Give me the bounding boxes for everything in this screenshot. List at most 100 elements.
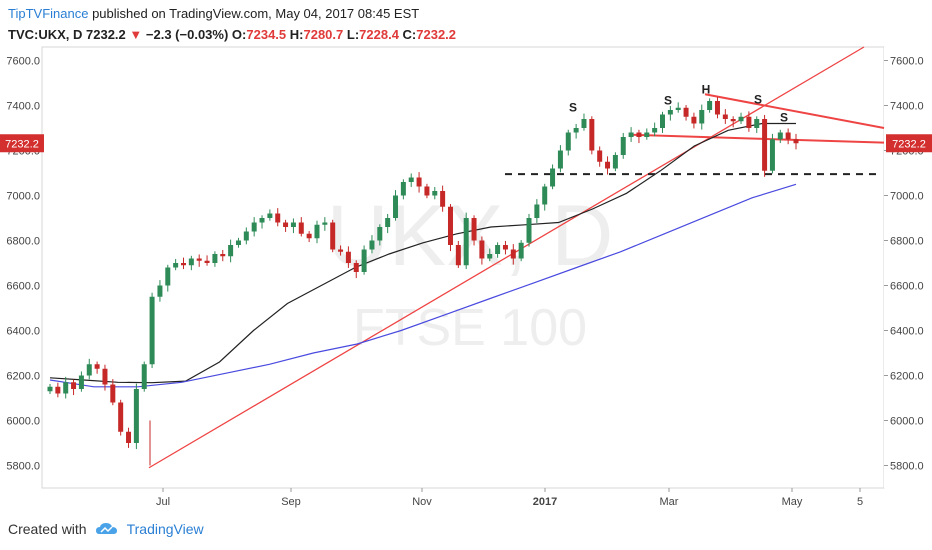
y-tick-left-5: 6600.0 bbox=[6, 281, 40, 293]
x-tick-2: Nov bbox=[412, 496, 432, 508]
y-tick-right-1: 7400.0 bbox=[890, 101, 924, 113]
candle-body-83 bbox=[699, 110, 705, 124]
candle-body-73 bbox=[620, 137, 626, 155]
candle-body-45 bbox=[400, 182, 406, 196]
candle-body-41 bbox=[369, 240, 375, 250]
candle-body-35 bbox=[322, 222, 328, 225]
candle-body-72 bbox=[612, 155, 618, 169]
candle-body-22 bbox=[220, 254, 226, 257]
x-tick-0: Jul bbox=[156, 496, 170, 508]
y-tick-left-1: 7400.0 bbox=[6, 101, 40, 113]
x-tick-3: 2017 bbox=[533, 496, 557, 508]
candle-body-89 bbox=[746, 116, 752, 128]
candle-body-61 bbox=[526, 218, 532, 243]
ma-long-line bbox=[49, 183, 797, 388]
y-tick-right-3: 7000.0 bbox=[890, 191, 924, 203]
l-value: 7228.4 bbox=[359, 27, 399, 42]
candle-body-75 bbox=[636, 132, 642, 137]
tradingview-cloud-icon bbox=[95, 523, 117, 534]
candle-body-10 bbox=[126, 431, 132, 443]
candle-body-81 bbox=[683, 107, 689, 117]
candle-body-94 bbox=[785, 132, 791, 140]
candle-body-43 bbox=[385, 218, 391, 227]
created-with-label: Created with bbox=[8, 521, 87, 537]
pattern-label-4: S bbox=[780, 111, 788, 125]
candle-body-30 bbox=[283, 222, 289, 227]
tradingview-link[interactable]: TradingView bbox=[126, 521, 204, 537]
c-value: 7232.2 bbox=[416, 27, 457, 42]
candle-body-95 bbox=[793, 139, 799, 144]
candle-body-0 bbox=[47, 386, 53, 392]
y-tick-left-6: 6400.0 bbox=[6, 326, 40, 338]
y-tick-left-0: 7600.0 bbox=[6, 56, 40, 68]
candle-body-2 bbox=[63, 382, 69, 394]
price-tags: 7232.2 7232.2 bbox=[0, 134, 932, 153]
candle-body-60 bbox=[518, 242, 524, 259]
candle-body-77 bbox=[652, 128, 658, 133]
candle-body-32 bbox=[298, 222, 304, 234]
l-label: L: bbox=[346, 27, 360, 42]
price-tag-right-bg bbox=[886, 134, 932, 153]
candles bbox=[47, 96, 799, 466]
candle-body-31 bbox=[290, 222, 296, 227]
candle-body-19 bbox=[196, 258, 202, 261]
price-tag-right: 7232.2 bbox=[892, 138, 926, 150]
candle-body-79 bbox=[667, 110, 673, 115]
candle-body-26 bbox=[251, 222, 257, 232]
y-axis-left: 7600.07400.07200.07000.06800.06600.06400… bbox=[6, 56, 40, 473]
y-tick-right-0: 7600.0 bbox=[890, 56, 924, 68]
candle-body-33 bbox=[306, 233, 312, 239]
candle-body-78 bbox=[660, 114, 666, 128]
candle-body-51 bbox=[447, 206, 453, 245]
candle-body-69 bbox=[589, 119, 595, 151]
candle-body-68 bbox=[581, 119, 587, 128]
candle-body-86 bbox=[722, 114, 728, 119]
candle-body-91 bbox=[762, 119, 768, 171]
candle-body-84 bbox=[707, 101, 713, 110]
candle-body-50 bbox=[440, 191, 446, 207]
candle-body-1 bbox=[55, 386, 61, 394]
candle-body-24 bbox=[235, 240, 241, 245]
candle-body-38 bbox=[345, 251, 351, 263]
candle-body-40 bbox=[361, 249, 367, 272]
candle-body-64 bbox=[550, 168, 556, 187]
candle-body-12 bbox=[141, 364, 147, 389]
symbol-label: TVC:UKX, D bbox=[8, 27, 83, 42]
watermark-sub: FTSE 100 bbox=[353, 299, 587, 357]
candle-body-57 bbox=[495, 245, 501, 254]
candle-body-27 bbox=[259, 218, 265, 223]
candle-body-42 bbox=[377, 227, 383, 241]
candle-body-48 bbox=[424, 186, 430, 196]
candle-body-87 bbox=[730, 119, 736, 122]
candle-body-74 bbox=[628, 132, 634, 137]
candle-body-49 bbox=[432, 191, 438, 196]
candle-body-85 bbox=[714, 101, 720, 115]
candle-body-18 bbox=[188, 258, 194, 266]
x-tick-1: Sep bbox=[281, 496, 301, 508]
candle-body-71 bbox=[605, 161, 611, 169]
candle-body-37 bbox=[338, 249, 344, 252]
publisher-link[interactable]: TipTVFinance bbox=[8, 6, 89, 21]
candle-body-92 bbox=[769, 139, 775, 171]
x-tick-6: 5 bbox=[857, 496, 863, 508]
y-tick-right-5: 6600.0 bbox=[890, 281, 924, 293]
candle-body-76 bbox=[644, 132, 650, 137]
price-tag-left-bg bbox=[0, 134, 44, 153]
y-tick-right-8: 6000.0 bbox=[890, 416, 924, 428]
y-tick-right-6: 6400.0 bbox=[890, 326, 924, 338]
candle-body-82 bbox=[691, 116, 697, 124]
candle-body-93 bbox=[777, 132, 783, 140]
x-axis: Jul Sep Nov 2017 Mar May 5 bbox=[156, 488, 863, 508]
candle-body-70 bbox=[597, 150, 603, 162]
candle-body-23 bbox=[228, 245, 234, 257]
candle-body-67 bbox=[573, 128, 579, 133]
candle-body-62 bbox=[534, 204, 540, 218]
candle-body-46 bbox=[408, 177, 414, 182]
candle-body-13 bbox=[149, 296, 155, 365]
y-tick-right-7: 6200.0 bbox=[890, 371, 924, 383]
candle-body-11 bbox=[133, 389, 139, 443]
candle-body-21 bbox=[212, 254, 218, 263]
candle-body-6 bbox=[94, 364, 100, 369]
annotations bbox=[148, 46, 885, 469]
